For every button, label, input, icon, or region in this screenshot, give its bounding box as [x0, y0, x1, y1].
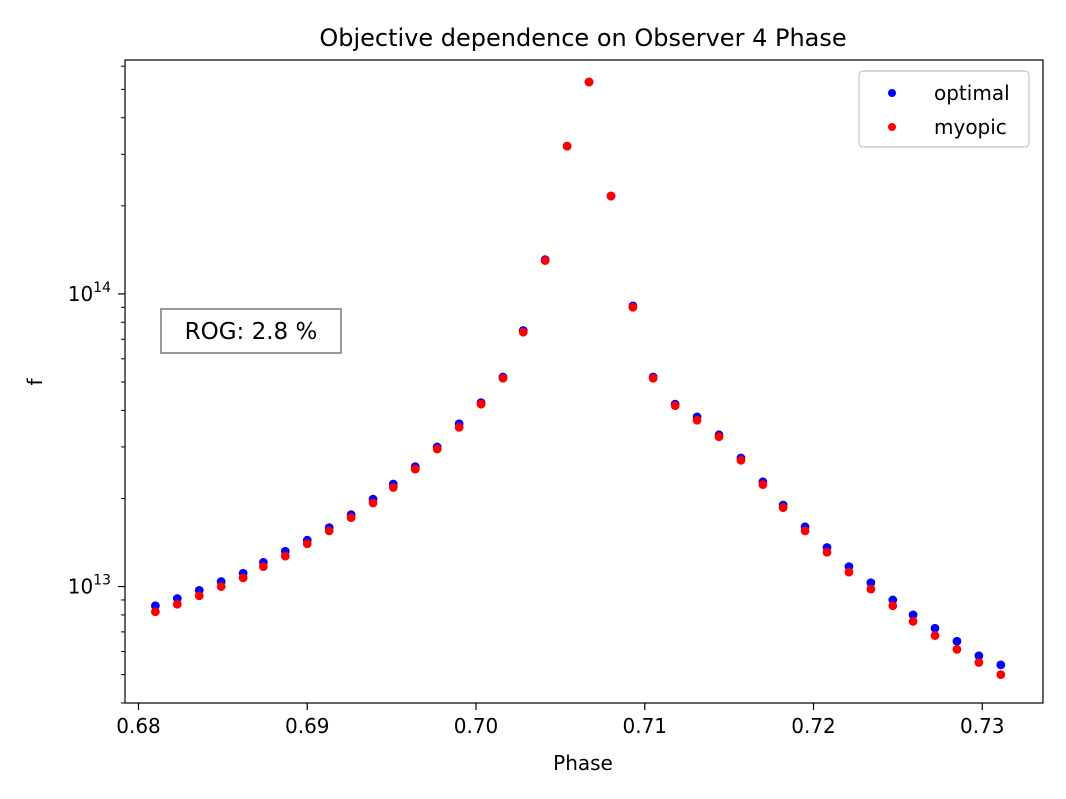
annotation-frame — [160, 308, 342, 354]
data-point-myopic — [238, 573, 248, 583]
data-point-optimal — [930, 623, 940, 633]
data-point-optimal — [908, 610, 918, 620]
data-point-myopic — [758, 480, 768, 490]
series-myopic — [150, 77, 1006, 680]
plot-area: 0.68 0.69 0.70 0.71 0.72 0.73 1013 1014 — [68, 59, 1044, 738]
data-point-optimal — [974, 651, 984, 661]
x-axis-label: Phase — [553, 751, 613, 775]
chart-title: Objective dependence on Observer 4 Phase — [319, 24, 846, 52]
legend-frame — [858, 70, 1030, 148]
x-tick-label: 0.72 — [791, 714, 836, 738]
data-point-myopic — [974, 658, 984, 667]
data-point-myopic — [302, 539, 312, 549]
data-point-myopic — [714, 432, 724, 442]
data-point-myopic — [194, 591, 204, 601]
x-tick-label: 0.68 — [116, 714, 161, 738]
x-axis: 0.68 0.69 0.70 0.71 0.72 0.73 — [116, 703, 1005, 738]
y-tick-label: 1013 — [68, 573, 111, 599]
data-point-myopic — [908, 617, 918, 626]
annotation-box: ROG: 2.8 % — [160, 308, 342, 354]
data-point-myopic — [778, 503, 788, 513]
data-point-myopic — [518, 327, 528, 337]
data-point-myopic — [584, 77, 594, 87]
data-point-myopic — [454, 422, 464, 432]
data-point-myopic — [410, 464, 420, 474]
data-point-myopic — [628, 302, 638, 312]
data-point-myopic — [606, 191, 616, 201]
data-point-myopic — [996, 670, 1006, 680]
data-point-myopic — [476, 399, 486, 409]
data-point-myopic — [692, 415, 702, 425]
data-point-myopic — [280, 551, 290, 561]
x-tick-label: 0.70 — [454, 714, 499, 738]
data-point-myopic — [368, 498, 378, 508]
legend: optimal myopic — [858, 70, 1030, 148]
data-point-myopic — [888, 601, 898, 611]
annotation-text: ROG: 2.8 % — [185, 319, 318, 345]
y-tick-label: 1014 — [68, 280, 111, 306]
data-point-myopic — [498, 373, 508, 383]
legend-label-myopic: myopic — [934, 115, 1007, 139]
data-point-optimal — [866, 578, 876, 588]
data-point-optimal — [150, 601, 160, 611]
y-axis: 1013 1014 — [68, 65, 125, 704]
x-tick-label: 0.69 — [285, 714, 330, 738]
data-point-myopic — [172, 599, 182, 609]
data-point-myopic — [930, 631, 940, 640]
data-point-optimal — [996, 660, 1006, 670]
plot-frame — [124, 59, 1044, 704]
y-axis-label: f — [23, 378, 47, 386]
data-point-myopic — [800, 526, 810, 536]
data-point-myopic — [346, 513, 356, 523]
data-point-myopic — [258, 562, 268, 571]
data-point-myopic — [216, 582, 226, 591]
data-point-myopic — [952, 644, 962, 654]
data-point-myopic — [562, 141, 572, 151]
data-point-myopic — [736, 455, 746, 465]
data-points — [150, 77, 1006, 680]
data-point-myopic — [388, 483, 398, 492]
data-point-myopic — [648, 373, 658, 383]
x-tick-label: 0.73 — [960, 714, 1005, 738]
data-point-myopic — [670, 401, 680, 411]
data-point-myopic — [432, 444, 442, 454]
data-point-myopic — [844, 567, 854, 577]
data-point-myopic — [822, 547, 832, 557]
data-point-myopic — [866, 584, 876, 594]
legend-marker-optimal — [888, 89, 896, 97]
data-point-myopic — [540, 256, 550, 265]
data-point-myopic — [324, 526, 334, 536]
x-tick-label: 0.71 — [622, 714, 667, 738]
data-point-optimal — [952, 636, 962, 646]
legend-marker-myopic — [888, 123, 896, 131]
data-point-myopic — [150, 607, 160, 617]
legend-label-optimal: optimal — [934, 81, 1010, 105]
